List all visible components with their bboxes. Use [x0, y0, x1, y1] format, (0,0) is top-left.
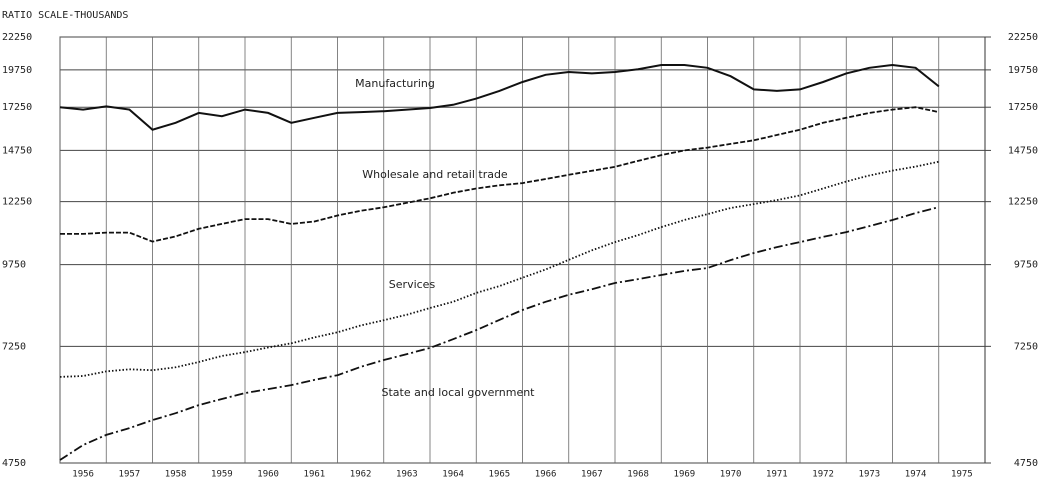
y-tick-label: 19750	[2, 65, 32, 76]
y2-tick-label: 17250	[1008, 102, 1038, 113]
y2-tick-label: 7250	[1014, 341, 1038, 352]
y-tick-label: 9750	[2, 260, 26, 271]
x-tick-label: 1965	[489, 470, 511, 480]
y-tick-label: 12250	[2, 197, 32, 208]
x-tick-label: 1973	[859, 470, 881, 480]
x-tick-label: 1962	[350, 470, 372, 480]
x-tick-label: 1967	[581, 470, 603, 480]
x-tick-label: 1968	[627, 470, 649, 480]
y-tick-label: 17250	[2, 102, 32, 113]
series-label: Manufacturing	[355, 77, 435, 90]
x-tick-label: 1961	[304, 470, 326, 480]
series-label: State and local government	[382, 386, 536, 399]
x-tick-label: 1956	[72, 470, 94, 480]
y2-tick-label: 12250	[1008, 197, 1038, 208]
x-tick-label: 1974	[905, 470, 927, 480]
y-tick-label: 14750	[2, 145, 32, 156]
series-line	[59, 63, 940, 131]
y2-tick-label: 19750	[1008, 65, 1038, 76]
y2-tick-label: 14750	[1008, 145, 1038, 156]
series-line	[59, 160, 939, 378]
x-tick-label: 1960	[257, 470, 279, 480]
series-label: Services	[389, 278, 436, 291]
x-tick-label: 1970	[720, 470, 742, 480]
x-tick-label: 1966	[535, 470, 557, 480]
x-tick-label: 1964	[442, 470, 464, 480]
y2-tick-label: 22250	[1008, 32, 1038, 43]
y2-tick-label: 4750	[1014, 458, 1038, 469]
chart-title: RATIO SCALE-THOUSANDS	[2, 10, 128, 21]
x-tick-label: 1963	[396, 470, 418, 480]
x-tick-label: 1969	[674, 470, 696, 480]
series-label: Wholesale and retail trade	[362, 168, 508, 181]
series-line	[59, 206, 940, 461]
y-tick-label: 22250	[2, 32, 32, 43]
x-tick-label: 1957	[119, 470, 141, 480]
x-tick-label: 1971	[766, 470, 788, 480]
y-tick-label: 4750	[2, 458, 26, 469]
y2-tick-label: 9750	[1014, 260, 1038, 271]
x-tick-label: 1959	[211, 470, 233, 480]
y-tick-label: 7250	[2, 341, 26, 352]
x-tick-label: 1972	[812, 470, 834, 480]
x-tick-label: 1975	[951, 470, 973, 480]
series-line	[60, 106, 939, 243]
x-tick-label: 1958	[165, 470, 187, 480]
